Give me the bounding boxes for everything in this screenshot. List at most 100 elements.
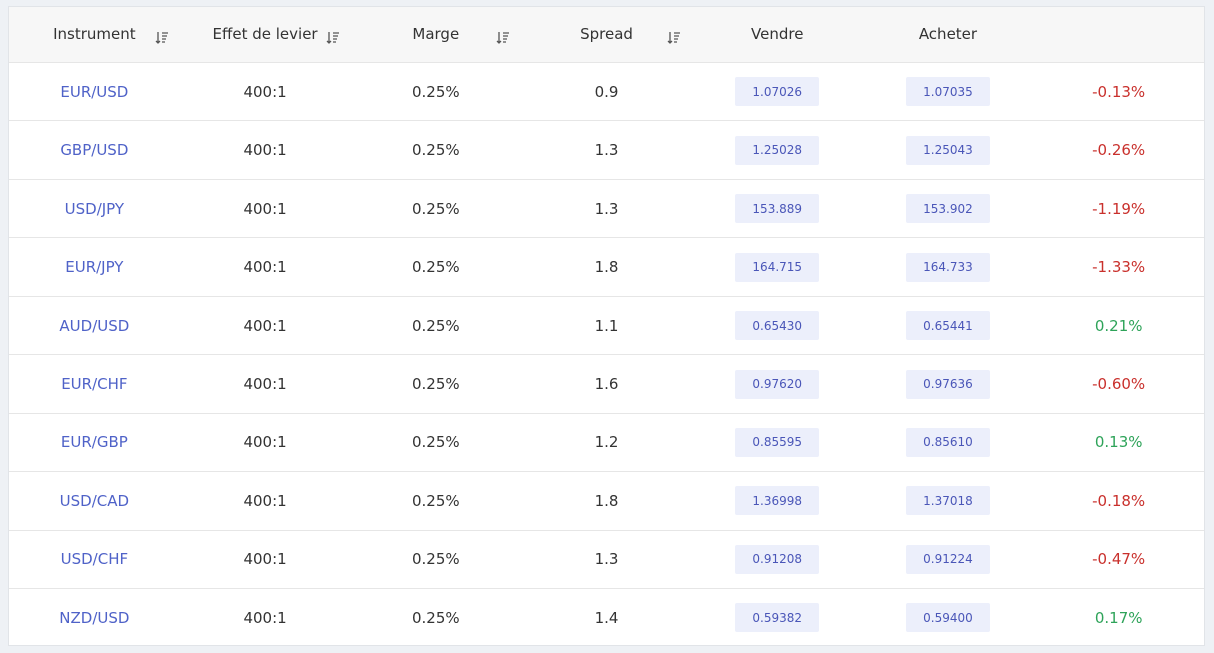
cell: 1.25043 <box>863 121 1034 179</box>
cell-text: 0.25% <box>411 82 460 101</box>
instrument-link[interactable]: GBP/USD <box>60 141 129 160</box>
buy-price[interactable]: 1.25043 <box>905 135 990 165</box>
cell: 0.91224 <box>863 531 1034 589</box>
cell: 0.65430 <box>692 297 863 355</box>
cell: 400:1 <box>180 531 351 589</box>
cell: EUR/USD <box>9 63 180 121</box>
header-label: Vendre <box>751 24 804 43</box>
cell-text: 0.25% <box>411 433 460 452</box>
instrument-link[interactable]: EUR/JPY <box>65 258 124 277</box>
sell-price[interactable]: 164.715 <box>735 252 820 282</box>
instrument-link[interactable]: AUD/USD <box>59 316 130 335</box>
cell: 400:1 <box>180 355 351 413</box>
cell: 0.65441 <box>863 297 1034 355</box>
cell-text: 400:1 <box>243 141 287 160</box>
cell: AUD/USD <box>9 297 180 355</box>
sort-button[interactable] <box>496 31 510 49</box>
buy-price[interactable]: 0.85610 <box>905 427 990 457</box>
header-cell[interactable]: Instrument <box>9 7 180 62</box>
sort-button[interactable] <box>667 31 681 49</box>
cell-text: 400:1 <box>243 491 287 510</box>
cell: 1.8 <box>521 238 692 296</box>
sell-price[interactable]: 0.65430 <box>735 311 820 341</box>
sell-price[interactable]: 0.85595 <box>735 427 820 457</box>
sell-price[interactable]: 1.36998 <box>735 486 820 516</box>
cell: 0.97620 <box>692 355 863 413</box>
buy-price[interactable]: 0.59400 <box>905 603 990 633</box>
instrument-link[interactable]: EUR/USD <box>60 82 129 101</box>
sell-price[interactable]: 153.889 <box>735 194 820 224</box>
cell: 153.902 <box>863 180 1034 238</box>
cell: -0.18% <box>1033 472 1204 530</box>
cell: 1.8 <box>521 472 692 530</box>
cell-text: 400:1 <box>243 433 287 452</box>
cell: 1.1 <box>521 297 692 355</box>
instrument-link[interactable]: EUR/CHF <box>61 375 128 393</box>
table-row: USD/JPY 400:1 0.25% 1.3 153.889 153.902 -1.19% <box>9 178 1204 238</box>
cell: -1.19% <box>1033 180 1204 238</box>
cell: 1.3 <box>521 180 692 238</box>
instrument-link[interactable]: EUR/GBP <box>60 433 128 452</box>
buy-price[interactable]: 1.37018 <box>905 486 990 516</box>
header-cell[interactable]: Spread <box>521 7 692 62</box>
cell-text: 1.2 <box>594 433 619 452</box>
cell: 0.97636 <box>863 355 1034 413</box>
table-row: EUR/CHF 400:1 0.25% 1.6 0.97620 0.97636 -0.60% <box>9 354 1204 413</box>
cell-text: 400:1 <box>243 316 287 335</box>
table-row: AUD/USD 400:1 0.25% 1.1 0.65430 0.65441 0.21% <box>9 295 1204 355</box>
header-cell[interactable]: Effet de levier <box>180 7 351 62</box>
header-label: Acheter <box>918 24 978 43</box>
instrument-link[interactable]: USD/CHF <box>60 550 129 569</box>
buy-price[interactable]: 0.97636 <box>905 369 990 399</box>
sort-button[interactable] <box>155 31 169 49</box>
instrument-link[interactable]: USD/JPY <box>64 199 125 218</box>
cell-text: 1.4 <box>594 608 619 627</box>
buy-price[interactable]: 1.07035 <box>905 77 990 107</box>
cell: 1.3 <box>521 121 692 179</box>
cell: 1.37018 <box>863 472 1034 530</box>
cell-text: 0.9 <box>594 82 619 101</box>
instrument-link[interactable]: NZD/USD <box>59 608 130 627</box>
cell: 0.21% <box>1033 297 1204 355</box>
cell-text: 1.8 <box>594 491 619 510</box>
change: -0.60% <box>1092 375 1146 393</box>
cell: 0.25% <box>350 531 521 589</box>
sort-icon <box>155 32 168 44</box>
instrument-link[interactable]: USD/CAD <box>59 491 130 510</box>
sell-price[interactable]: 1.07026 <box>735 77 820 107</box>
sell-price[interactable]: 0.91208 <box>735 544 820 574</box>
change: -0.47% <box>1092 550 1146 569</box>
cell: 153.889 <box>692 180 863 238</box>
cell: 1.3 <box>521 531 692 589</box>
cell: 400:1 <box>180 180 351 238</box>
table-header: Instrument Effet de levier Marge Spread Vend… <box>9 7 1204 62</box>
cell: 1.2 <box>521 414 692 472</box>
buy-price[interactable]: 0.65441 <box>905 311 990 341</box>
cell: -0.26% <box>1033 121 1204 179</box>
cell: 1.25028 <box>692 121 863 179</box>
buy-price[interactable]: 0.91224 <box>905 544 990 574</box>
cell-text: 0.25% <box>411 550 460 569</box>
cell: 0.25% <box>350 180 521 238</box>
cell-text: 0.25% <box>411 316 460 335</box>
sort-button[interactable] <box>326 31 340 49</box>
cell-text: 0.25% <box>411 608 460 627</box>
change: 0.21% <box>1094 316 1143 335</box>
sell-price[interactable]: 1.25028 <box>735 135 820 165</box>
cell: EUR/JPY <box>9 238 180 296</box>
header-cell[interactable]: Marge <box>350 7 521 62</box>
buy-price[interactable]: 164.733 <box>905 252 990 282</box>
change: -0.13% <box>1092 82 1146 101</box>
cell: 1.07035 <box>863 63 1034 121</box>
cell: 0.85610 <box>863 414 1034 472</box>
buy-price[interactable]: 153.902 <box>905 194 990 224</box>
cell: 1.6 <box>521 355 692 413</box>
header-cell <box>1033 7 1204 62</box>
sell-price[interactable]: 0.97620 <box>735 369 820 399</box>
cell: 0.25% <box>350 589 521 647</box>
cell-text: 1.6 <box>594 375 619 393</box>
cell: 0.59400 <box>863 589 1034 647</box>
cell: 400:1 <box>180 414 351 472</box>
cell: 0.25% <box>350 238 521 296</box>
sell-price[interactable]: 0.59382 <box>735 603 820 633</box>
